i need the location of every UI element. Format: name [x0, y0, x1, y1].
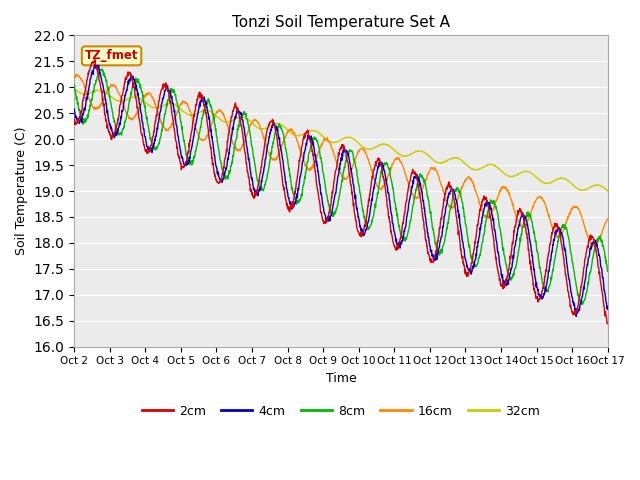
Y-axis label: Soil Temperature (C): Soil Temperature (C)	[15, 127, 28, 255]
Legend: 2cm, 4cm, 8cm, 16cm, 32cm: 2cm, 4cm, 8cm, 16cm, 32cm	[137, 400, 545, 423]
Text: TZ_fmet: TZ_fmet	[85, 49, 138, 62]
X-axis label: Time: Time	[326, 372, 356, 385]
Title: Tonzi Soil Temperature Set A: Tonzi Soil Temperature Set A	[232, 15, 450, 30]
